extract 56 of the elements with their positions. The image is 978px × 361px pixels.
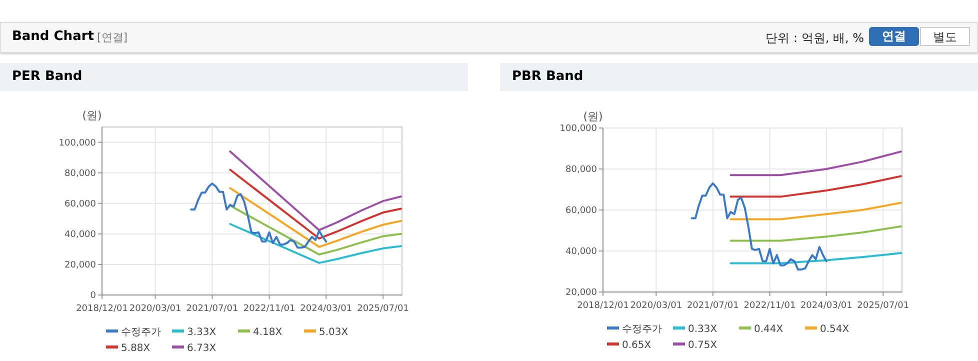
line-series — [229, 222, 402, 264]
line-series — [229, 168, 402, 240]
y-tick-label: 60,000 — [566, 206, 598, 216]
x-tick-label: 2018/12/01 — [76, 304, 128, 314]
y-tick-label: 100,000 — [58, 138, 96, 148]
text: 단위 : 억원, 배, % — [766, 30, 864, 47]
legend-label: 5.88X — [121, 343, 150, 354]
chart-title: PER Band — [0, 63, 468, 91]
legend-label: 0.65X — [622, 340, 652, 351]
x-tick-label: 2018/12/01 — [577, 301, 629, 311]
legend-label: 5.03X — [319, 327, 348, 338]
legend-label: 0.44X — [754, 324, 784, 335]
line-series — [690, 182, 828, 270]
y-tick-label: 60,000 — [64, 199, 96, 210]
line-series — [229, 204, 402, 256]
legend-label: 4.18X — [253, 327, 282, 338]
text: Band Chart — [12, 29, 94, 44]
y-tick-label: 0 — [90, 291, 96, 301]
x-tick-label: 2021/07/01 — [186, 304, 238, 314]
x-tick-label: 2020/03/01 — [129, 304, 182, 314]
line-series — [229, 150, 402, 232]
text: [연결] — [97, 30, 128, 45]
legend-label: 0.54X — [820, 324, 850, 335]
text: 별도 — [920, 27, 970, 46]
chart-title: PBR Band — [500, 63, 978, 91]
legend-label: 6.73X — [187, 343, 216, 354]
x-tick-label: 2024/03/01 — [300, 304, 352, 314]
legend-label: 수정주가 — [121, 327, 161, 338]
x-tick-label: 2022/11/01 — [744, 301, 796, 311]
x-tick-label: 2025/07/01 — [357, 304, 409, 314]
line-series — [730, 225, 902, 242]
x-tick-label: 2021/07/01 — [686, 301, 739, 311]
text: 연결 — [869, 27, 919, 46]
legend-label: 3.33X — [187, 327, 216, 338]
legend-label: 0.75X — [688, 340, 718, 351]
line-series — [190, 182, 328, 249]
y-tick-label: 40,000 — [64, 230, 96, 240]
line-series — [730, 202, 902, 220]
y-tick-label: 20,000 — [566, 288, 598, 298]
line-series — [730, 175, 902, 198]
y-axis-title: (원) — [82, 109, 102, 122]
line-series — [730, 252, 902, 264]
y-tick-label: 80,000 — [566, 165, 598, 175]
legend-label: 0.33X — [688, 324, 718, 335]
x-tick-label: 2024/03/01 — [800, 301, 852, 311]
x-tick-label: 2022/11/01 — [243, 304, 296, 314]
x-tick-label: 2020/03/01 — [630, 301, 682, 311]
line-series — [229, 187, 402, 248]
legend-label: 수정주가 — [622, 324, 662, 335]
y-tick-label: 20,000 — [64, 260, 96, 270]
y-tick-label: 100,000 — [560, 124, 598, 134]
line-series — [730, 150, 902, 176]
y-tick-label: 40,000 — [566, 247, 598, 257]
x-tick-label: 2025/07/01 — [857, 301, 910, 311]
y-axis-title: (원) — [583, 110, 603, 123]
y-tick-label: 80,000 — [64, 168, 96, 179]
